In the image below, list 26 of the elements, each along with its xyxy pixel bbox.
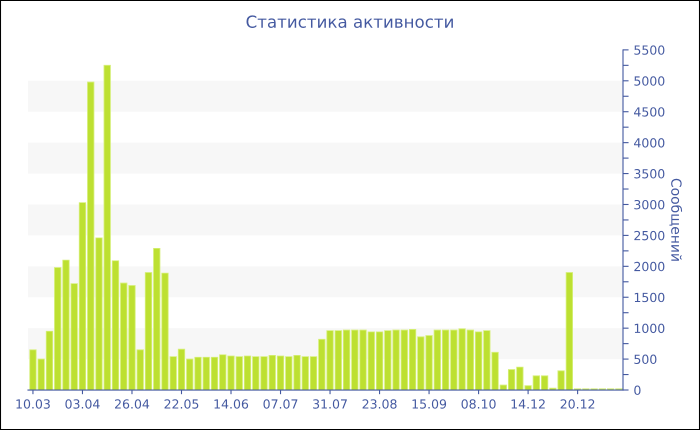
x-tick-label: 08.10 xyxy=(462,399,496,409)
y-tick-label: 1000 xyxy=(634,324,664,334)
y-tick-label: 4500 xyxy=(634,107,664,117)
x-tick-label: 20.12 xyxy=(560,399,594,409)
y-axis-title: Сообщений xyxy=(669,178,682,261)
y-tick-label: 5500 xyxy=(634,45,664,55)
y-tick-label: 0 xyxy=(634,385,641,395)
x-tick-label: 07.07 xyxy=(263,399,298,409)
x-tick-label: 14.06 xyxy=(214,399,248,409)
y-tick-label: 2000 xyxy=(634,262,664,272)
y-tick-label: 3000 xyxy=(634,200,664,210)
x-tick-label: 03.04 xyxy=(65,399,100,409)
y-tick-label: 1500 xyxy=(634,292,664,302)
x-tick-label: 26.04 xyxy=(115,399,150,409)
y-tick-label: 3500 xyxy=(634,169,664,178)
x-tick-label: 23.08 xyxy=(362,399,397,409)
x-tick-label: 31.07 xyxy=(313,399,347,409)
x-tick-label: 22.05 xyxy=(164,399,198,409)
x-tick-label: 14.12 xyxy=(512,399,545,409)
x-tick-label: 15.09 xyxy=(412,399,446,409)
y-tick-label: 4000 xyxy=(634,138,664,148)
chart-title: Статистика активности xyxy=(246,15,453,28)
y-tick-label: 2500 xyxy=(634,230,664,240)
x-tick-label: 10.03 xyxy=(16,399,50,409)
y-tick-label: 500 xyxy=(634,354,656,364)
y-tick-label: 5000 xyxy=(634,76,664,86)
